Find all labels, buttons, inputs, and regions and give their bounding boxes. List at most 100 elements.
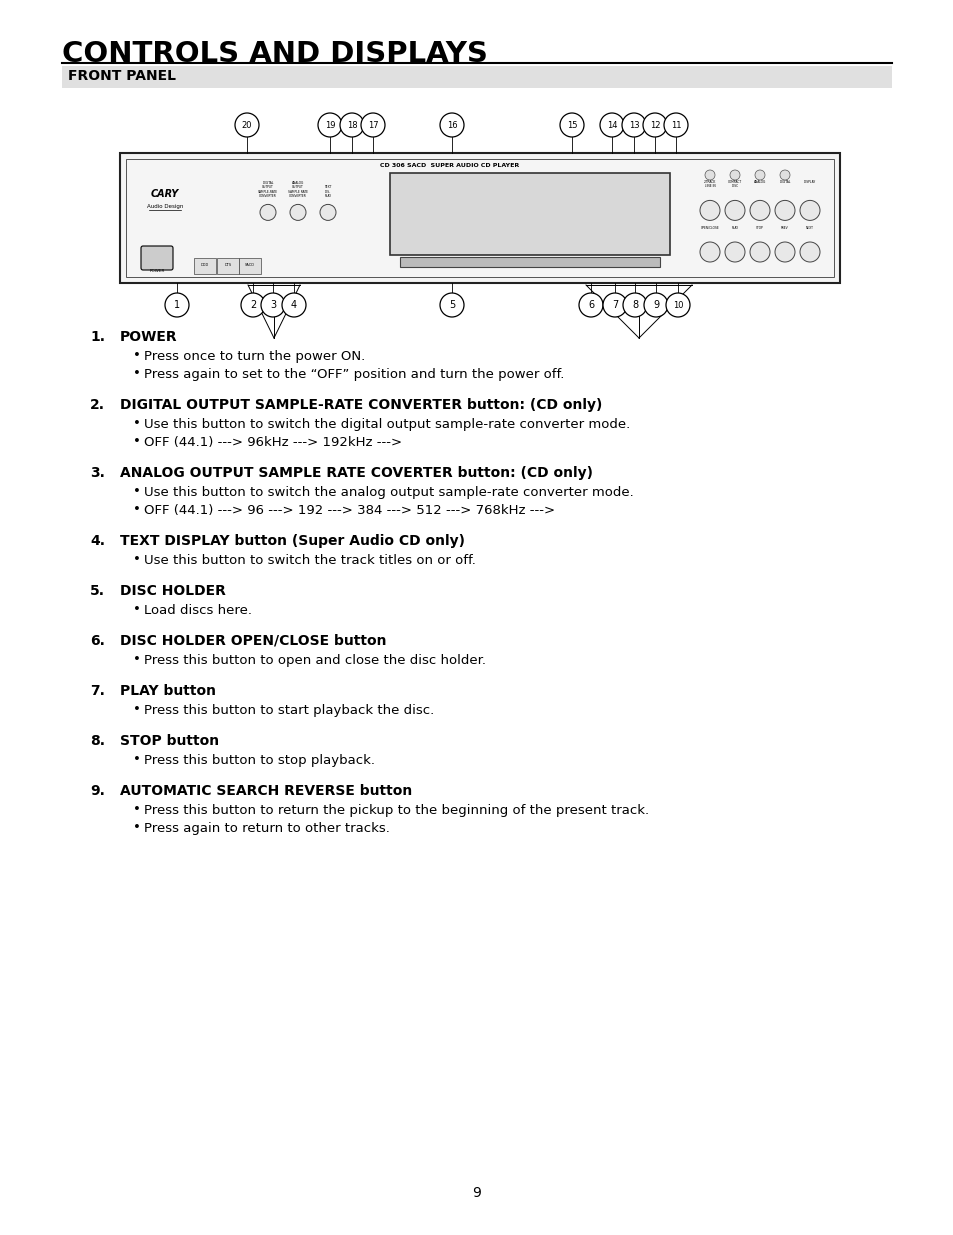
Text: Press again to set to the “OFF” position and turn the power off.: Press again to set to the “OFF” position… bbox=[144, 368, 564, 382]
Circle shape bbox=[234, 112, 258, 137]
Text: DTS: DTS bbox=[224, 263, 232, 267]
Text: •: • bbox=[132, 553, 141, 566]
Text: 6.: 6. bbox=[90, 634, 105, 648]
FancyBboxPatch shape bbox=[399, 257, 659, 267]
Text: 7.: 7. bbox=[90, 684, 105, 698]
Text: CD 306 SACD  SUPER AUDIO CD PLAYER: CD 306 SACD SUPER AUDIO CD PLAYER bbox=[380, 163, 519, 168]
Text: 14: 14 bbox=[606, 121, 617, 130]
Circle shape bbox=[559, 112, 583, 137]
Circle shape bbox=[749, 242, 769, 262]
Circle shape bbox=[260, 205, 275, 220]
Text: Press this button to return the pickup to the beginning of the present track.: Press this button to return the pickup t… bbox=[144, 804, 648, 818]
Text: DDD: DDD bbox=[201, 263, 209, 267]
Text: Press this button to stop playback.: Press this button to stop playback. bbox=[144, 755, 375, 767]
Text: CONTROLS AND DISPLAYS: CONTROLS AND DISPLAYS bbox=[62, 40, 487, 68]
Text: 13: 13 bbox=[628, 121, 639, 130]
Circle shape bbox=[724, 200, 744, 220]
Circle shape bbox=[800, 200, 820, 220]
FancyBboxPatch shape bbox=[239, 258, 261, 274]
Text: •: • bbox=[132, 821, 141, 834]
FancyBboxPatch shape bbox=[193, 258, 215, 274]
Text: Use this button to switch the digital output sample-rate converter mode.: Use this button to switch the digital ou… bbox=[144, 417, 630, 431]
Text: DIGITAL: DIGITAL bbox=[779, 180, 790, 189]
Text: Press again to return to other tracks.: Press again to return to other tracks. bbox=[144, 823, 390, 835]
Text: DIGITAL
OUTPUT
SAMPLE-RATE
CONVERTER: DIGITAL OUTPUT SAMPLE-RATE CONVERTER bbox=[257, 180, 277, 199]
Text: Press once to turn the power ON.: Press once to turn the power ON. bbox=[144, 350, 365, 363]
Circle shape bbox=[774, 242, 794, 262]
Circle shape bbox=[621, 112, 645, 137]
Circle shape bbox=[642, 112, 666, 137]
Text: Load discs here.: Load discs here. bbox=[144, 604, 252, 618]
Circle shape bbox=[165, 293, 189, 317]
Circle shape bbox=[241, 293, 265, 317]
Text: 3: 3 bbox=[270, 300, 275, 310]
Text: Use this button to switch the track titles on or off.: Use this button to switch the track titl… bbox=[144, 555, 476, 567]
Text: DISC HOLDER: DISC HOLDER bbox=[120, 584, 226, 598]
Text: 19: 19 bbox=[324, 121, 335, 130]
Text: 3.: 3. bbox=[90, 466, 105, 480]
Text: STOP: STOP bbox=[756, 226, 763, 230]
Text: FRONT PANEL: FRONT PANEL bbox=[68, 69, 175, 83]
Text: 9: 9 bbox=[472, 1186, 481, 1200]
Text: PLAY button: PLAY button bbox=[120, 684, 215, 698]
Text: DISC HOLDER OPEN/CLOSE button: DISC HOLDER OPEN/CLOSE button bbox=[120, 634, 386, 648]
Circle shape bbox=[319, 205, 335, 220]
Text: •: • bbox=[132, 803, 141, 816]
Text: 5.: 5. bbox=[90, 584, 105, 598]
Text: PREV: PREV bbox=[781, 226, 788, 230]
Text: ANALOG: ANALOG bbox=[753, 180, 765, 189]
Circle shape bbox=[665, 293, 689, 317]
Circle shape bbox=[360, 112, 385, 137]
Text: TEXT
DIS-
PLAY: TEXT DIS- PLAY bbox=[324, 185, 332, 199]
Circle shape bbox=[317, 112, 341, 137]
Circle shape bbox=[578, 293, 602, 317]
Text: 8: 8 bbox=[631, 300, 638, 310]
Text: DISPLAY: DISPLAY bbox=[803, 180, 815, 189]
Text: 15: 15 bbox=[566, 121, 577, 130]
Text: 9.: 9. bbox=[90, 784, 105, 798]
Circle shape bbox=[439, 293, 463, 317]
Circle shape bbox=[749, 200, 769, 220]
Text: AUTOMATIC SEARCH REVERSE button: AUTOMATIC SEARCH REVERSE button bbox=[120, 784, 412, 798]
Text: Use this button to switch the analog output sample-rate converter mode.: Use this button to switch the analog out… bbox=[144, 487, 633, 499]
Text: TEXT DISPLAY button (Super Audio CD only): TEXT DISPLAY button (Super Audio CD only… bbox=[120, 534, 464, 548]
Text: STOP button: STOP button bbox=[120, 734, 219, 748]
Circle shape bbox=[282, 293, 306, 317]
Circle shape bbox=[290, 205, 306, 220]
Text: 7: 7 bbox=[611, 300, 618, 310]
Circle shape bbox=[724, 242, 744, 262]
Text: 2-TRACK
LINE IN: 2-TRACK LINE IN bbox=[703, 180, 716, 189]
Text: DIGITAL OUTPUT SAMPLE-RATE CONVERTER button: (CD only): DIGITAL OUTPUT SAMPLE-RATE CONVERTER but… bbox=[120, 398, 601, 412]
Circle shape bbox=[602, 293, 626, 317]
Circle shape bbox=[622, 293, 646, 317]
Text: •: • bbox=[132, 367, 141, 380]
Text: •: • bbox=[132, 603, 141, 616]
Circle shape bbox=[599, 112, 623, 137]
Text: OPEN/CLOSE: OPEN/CLOSE bbox=[700, 226, 719, 230]
Text: 16: 16 bbox=[446, 121, 456, 130]
Text: 4.: 4. bbox=[90, 534, 105, 548]
Text: COMPACT
DISC: COMPACT DISC bbox=[727, 180, 741, 189]
Text: •: • bbox=[132, 503, 141, 516]
Text: 10: 10 bbox=[672, 300, 682, 310]
Circle shape bbox=[339, 112, 364, 137]
Text: SACD: SACD bbox=[245, 263, 254, 267]
Circle shape bbox=[729, 170, 740, 180]
Text: ANALOG OUTPUT SAMPLE RATE COVERTER button: (CD only): ANALOG OUTPUT SAMPLE RATE COVERTER butto… bbox=[120, 466, 593, 480]
Circle shape bbox=[754, 170, 764, 180]
Text: POWER: POWER bbox=[120, 330, 177, 345]
Text: 2: 2 bbox=[250, 300, 255, 310]
Circle shape bbox=[800, 242, 820, 262]
Text: ANALOG
OUTPUT
SAMPLE RATE
CONVERTER: ANALOG OUTPUT SAMPLE RATE CONVERTER bbox=[288, 180, 308, 199]
Text: 9: 9 bbox=[652, 300, 659, 310]
Text: 18: 18 bbox=[346, 121, 357, 130]
Text: •: • bbox=[132, 653, 141, 666]
Text: •: • bbox=[132, 703, 141, 716]
Circle shape bbox=[704, 170, 714, 180]
Text: NEXT: NEXT bbox=[805, 226, 813, 230]
Text: 11: 11 bbox=[670, 121, 680, 130]
Text: 2.: 2. bbox=[90, 398, 105, 412]
Text: •: • bbox=[132, 435, 141, 448]
Circle shape bbox=[643, 293, 667, 317]
Text: •: • bbox=[132, 350, 141, 362]
